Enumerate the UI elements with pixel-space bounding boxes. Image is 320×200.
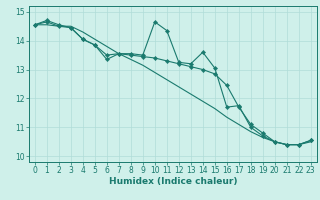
X-axis label: Humidex (Indice chaleur): Humidex (Indice chaleur) [108, 177, 237, 186]
